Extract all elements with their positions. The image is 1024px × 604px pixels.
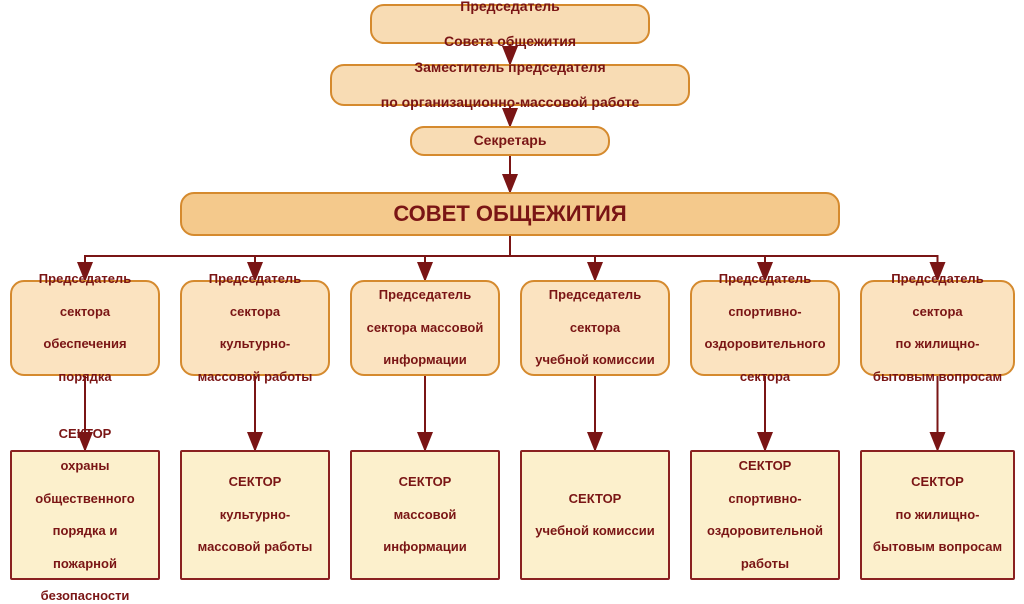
node-line: СЕКТОР <box>739 458 792 474</box>
node-line: обеспечения <box>43 336 126 352</box>
node-line: спортивно- <box>728 304 801 320</box>
node-line: общественного <box>35 491 134 507</box>
node-line: массовой работы <box>198 369 313 385</box>
node-line: СЕКТОР <box>569 491 622 507</box>
node-deputy: Заместитель председателяпо организационн… <box>330 64 690 106</box>
node-council-main: СОВЕТ ОБЩЕЖИТИЯ <box>180 192 840 236</box>
node-chair-housing: Председательсекторапо жилищно-бытовым во… <box>860 280 1015 376</box>
node-line: по жилищно- <box>896 507 980 523</box>
node-sector-study: СЕКТОР учебной комиссии <box>520 450 670 580</box>
node-line: учебной комиссии <box>535 523 654 539</box>
node-line: Заместитель председателя <box>414 59 605 77</box>
node-line: по жилищно- <box>896 336 980 352</box>
node-line: массовой <box>394 507 457 523</box>
node-sector-sport: СЕКТОР спортивно-оздоровительной работы <box>690 450 840 580</box>
node-line: сектора <box>570 320 620 336</box>
node-chair-study: Председатель сектора учебной комиссии <box>520 280 670 376</box>
node-line: пожарной <box>53 556 117 572</box>
node-line: СЕКТОР <box>229 474 282 490</box>
node-line: учебной комиссии <box>535 352 654 368</box>
node-chair-massinfo: Председатель сектора массовой информации <box>350 280 500 376</box>
node-line: Председатель <box>549 287 641 303</box>
node-line: Совета общежития <box>444 33 576 51</box>
node-line: Председатель <box>891 271 983 287</box>
node-line: культурно- <box>220 336 290 352</box>
node-line: безопасности <box>41 588 130 604</box>
node-line: порядка <box>58 369 111 385</box>
node-line: СЕКТОР <box>399 474 452 490</box>
node-line: Председатель <box>460 0 560 15</box>
node-line: информации <box>383 539 466 555</box>
node-line: бытовым вопросам <box>873 369 1002 385</box>
node-line: Председатель <box>719 271 811 287</box>
node-line: сектора <box>60 304 110 320</box>
node-line: массовой работы <box>198 539 313 555</box>
node-secretary: Секретарь <box>410 126 610 156</box>
node-line: оздоровительной <box>707 523 823 539</box>
node-line: СЕКТОР <box>911 474 964 490</box>
node-sector-culture: СЕКТОР культурно-массовой работы <box>180 450 330 580</box>
node-chairman: ПредседательСовета общежития <box>370 4 650 44</box>
node-chair-culture: Председательсекторакультурно-массовой ра… <box>180 280 330 376</box>
node-line: информации <box>383 352 466 368</box>
node-line: Председатель <box>209 271 301 287</box>
node-line: работы <box>741 556 789 572</box>
node-sector-massinfo: СЕКТОР массовой информации <box>350 450 500 580</box>
node-line: по организационно-массовой работе <box>381 94 640 112</box>
node-sector-housing: СЕКТОР по жилищно-бытовым вопросам <box>860 450 1015 580</box>
node-line: сектора <box>912 304 962 320</box>
node-line: Председатель <box>39 271 131 287</box>
node-line: спортивно- <box>728 491 801 507</box>
node-line: охраны <box>61 458 110 474</box>
node-line: СОВЕТ ОБЩЕЖИТИЯ <box>393 200 626 228</box>
node-chair-sport: Председательспортивно-оздоровительногосе… <box>690 280 840 376</box>
node-line: СЕКТОР <box>59 426 112 442</box>
node-line: бытовым вопросам <box>873 539 1002 555</box>
node-line: Председатель <box>379 287 471 303</box>
node-chair-order: Председательсектораобеспеченияпорядка <box>10 280 160 376</box>
node-line: Секретарь <box>474 132 547 150</box>
connector-arrow <box>425 236 510 280</box>
connector-arrow <box>510 236 595 280</box>
node-line: оздоровительного <box>704 336 825 352</box>
node-sector-order: СЕКТОРохраныобщественногопорядка ипожарн… <box>10 450 160 580</box>
node-line: сектора <box>740 369 790 385</box>
node-line: культурно- <box>220 507 290 523</box>
node-line: сектора <box>230 304 280 320</box>
node-line: порядка и <box>53 523 118 539</box>
node-line: сектора массовой <box>367 320 484 336</box>
